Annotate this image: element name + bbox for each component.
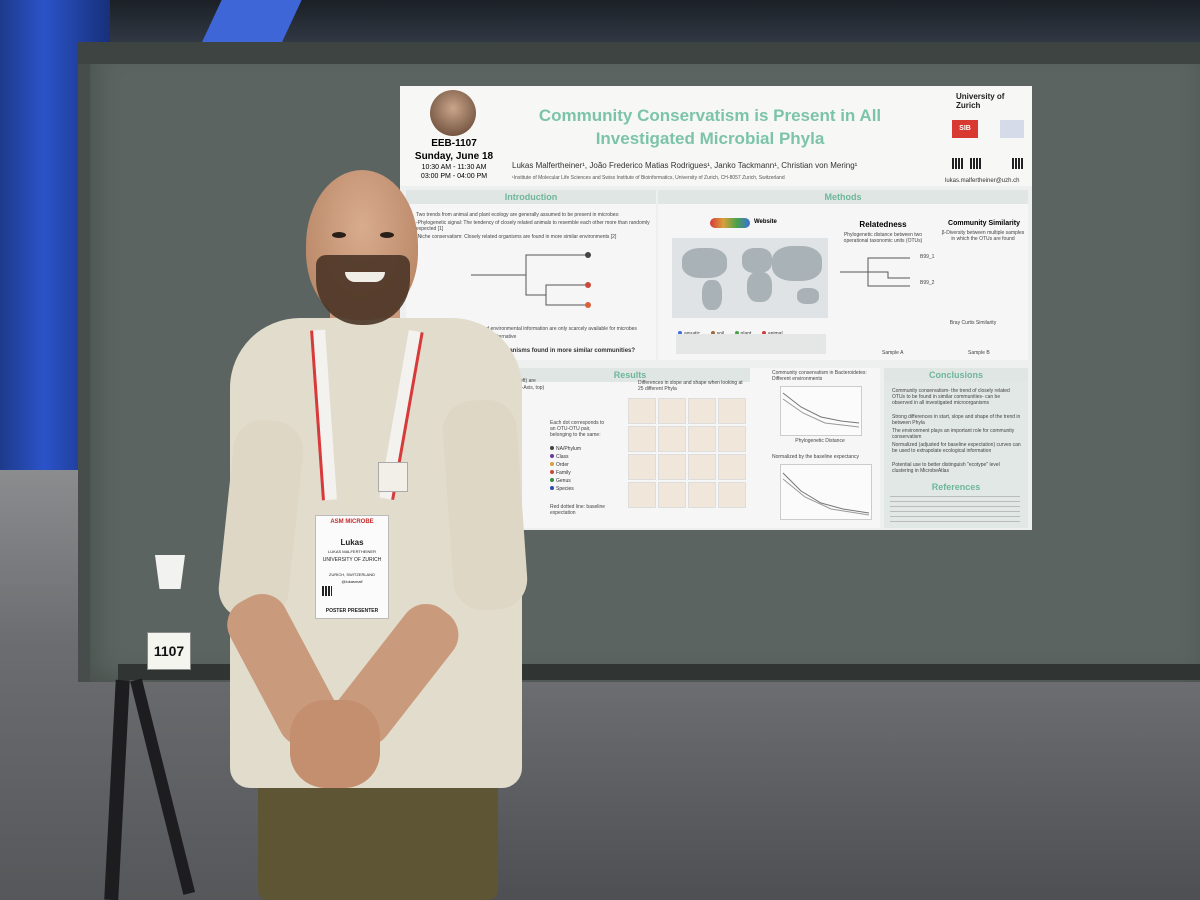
intro-text: Two trends from animal and plant ecology… — [416, 212, 620, 218]
poster-header — [400, 86, 1032, 186]
legend-label: Order — [556, 462, 569, 468]
conclusion-point: The environment plays an important role … — [892, 428, 1015, 440]
legend-dot — [678, 331, 682, 335]
slope-note: Differences in slope and shape when look… — [638, 380, 743, 392]
methods-section: Methods Website aquatic soil plant anima… — [658, 190, 1028, 360]
microbeatlas-logo — [710, 218, 750, 228]
results-axis-note: xis, left) are — [510, 378, 536, 384]
board-number-label: 1107 — [147, 632, 191, 670]
person-eye — [380, 232, 394, 238]
intro-text: -Phylogenetic signal: The tendency of cl… — [416, 220, 650, 232]
intro-text: -Niche conservatism: Closely related org… — [416, 234, 617, 240]
badge-org: ASM MICROBE — [330, 519, 374, 525]
person-eye — [332, 232, 346, 238]
poster-affiliation: ¹Institute of Molecular Life Sciences an… — [512, 175, 785, 181]
qr-code-icon — [1012, 158, 1023, 169]
website-label: Website — [754, 219, 777, 225]
bacteroidetes-note: Community conservatism in Bacteroidetes:… — [772, 370, 867, 382]
otu-label: B99_2 — [920, 280, 935, 286]
poster-title: Community Conservatism is Present in All… — [510, 104, 910, 150]
uzh-logo: University of Zurich — [956, 92, 1005, 110]
normalized-plot — [780, 464, 872, 520]
research-question: related microorganisms found in more sim… — [462, 348, 636, 354]
poster-title-line: Community Conservatism is Present in All — [538, 106, 882, 125]
taxonomy-legend: NA/Phylum Class Order Family Genus Speci… — [550, 446, 610, 494]
references-text — [890, 496, 1020, 522]
legend-label: Family — [556, 470, 571, 476]
qr-code-icon — [322, 586, 332, 596]
similarity-title: Community Similarity — [948, 220, 1020, 227]
conclusion-point: Community conservatism- the trend of clo… — [892, 388, 1010, 406]
conclusions-section: Conclusions Community conservatism- the … — [884, 368, 1028, 528]
qr-code-icon — [952, 158, 963, 169]
conclusion-point: Normalized (adjusted for baseline expect… — [892, 442, 1021, 454]
sample-a-label: Sample A — [882, 350, 904, 356]
legend-label: Species — [556, 486, 574, 492]
environment-plot — [780, 386, 862, 436]
introduction-section: Introduction Two trends from animal and … — [406, 190, 656, 360]
legend-label: Genus — [556, 478, 571, 484]
results-axis-note: es (X-Axis, top) — [510, 385, 545, 391]
session-time: 10:30 AM - 11:30 AM — [421, 164, 487, 171]
badge-location: ZURICH, SWITZERLAND — [329, 572, 375, 577]
pin-cup — [155, 555, 185, 589]
person-clasped-hands — [290, 700, 380, 788]
section-heading: Introduction — [406, 190, 656, 204]
badge-handle: @lukasmalf — [341, 579, 363, 584]
badge-full-name: LUKAS MALFERTHEINER — [328, 549, 376, 554]
person-smile — [345, 272, 385, 282]
relatedness-text: Phylogenetic distance between two operat… — [843, 232, 923, 244]
section-heading: Methods — [658, 190, 1028, 204]
qr-code-icon — [970, 158, 981, 169]
poster-board-frame — [78, 42, 1200, 64]
normalized-note: Normalized by the baseline expectancy — [772, 454, 859, 460]
section-heading: Conclusions — [884, 368, 1028, 382]
small-badge — [378, 462, 408, 492]
sample-b-label: Sample B — [968, 350, 990, 356]
phyla-plot-grid — [628, 398, 748, 518]
poster-title-line: Investigated Microbial Phyla — [595, 129, 825, 148]
badge-role: POSTER PRESENTER — [325, 608, 379, 614]
badge-institution: UNIVERSITY OF ZURICH — [322, 557, 382, 563]
session-code: EEB-1107 — [431, 138, 477, 149]
phylogenetic-tree-diagram — [471, 252, 591, 308]
bray-curtis-label: Bray Curtis Similarity — [949, 320, 997, 326]
conclusion-point: Strong differences in start, slope and s… — [892, 414, 1021, 426]
sib-logo: SIB — [952, 120, 978, 138]
person-beard — [316, 255, 410, 325]
session-date: Sunday, June 18 — [414, 151, 494, 162]
world-map — [672, 238, 828, 318]
poster-authors: Lukas Malfertheiner¹, João Frederico Mat… — [512, 161, 858, 170]
legend-label: Class — [556, 454, 569, 460]
pipeline-diagram — [676, 334, 826, 354]
dot-note: Each dot corresponds to an OTU-OTU pair,… — [550, 420, 605, 438]
results-section: Results xis, left) are es (X-Axis, top) … — [510, 368, 880, 528]
similarity-text: β-Diversity between multiple samples in … — [941, 230, 1025, 242]
microbeatlas-logo — [1000, 120, 1024, 138]
section-heading: References — [931, 482, 981, 492]
otu-label: B99_1 — [920, 254, 935, 260]
baseline-note: Red dotted line: baseline expectation — [550, 504, 606, 516]
axis-label: Phylogenetic Distance — [795, 438, 845, 444]
badge-first-name: Lukas — [340, 538, 364, 547]
floor-concrete — [480, 670, 1200, 900]
section-heading: Results — [510, 368, 750, 382]
conclusion-point: Potential use to better distinguish "eco… — [892, 462, 1000, 474]
session-time: 03:00 PM - 04:00 PM — [420, 173, 488, 180]
relatedness-tree-diagram — [840, 257, 910, 287]
relatedness-title: Relatedness — [859, 220, 907, 229]
contact-email: lukas.malfertheiner@uzh.ch — [945, 178, 1020, 184]
intro-text: However, morphological and environmental… — [426, 326, 637, 332]
person-sleeve — [440, 397, 530, 613]
legend-label: NA/Phylum — [556, 446, 582, 452]
presenter-photo — [430, 90, 476, 136]
name-badge: ASM MICROBE Lukas LUKAS MALFERTHEINER UN… — [315, 515, 389, 619]
